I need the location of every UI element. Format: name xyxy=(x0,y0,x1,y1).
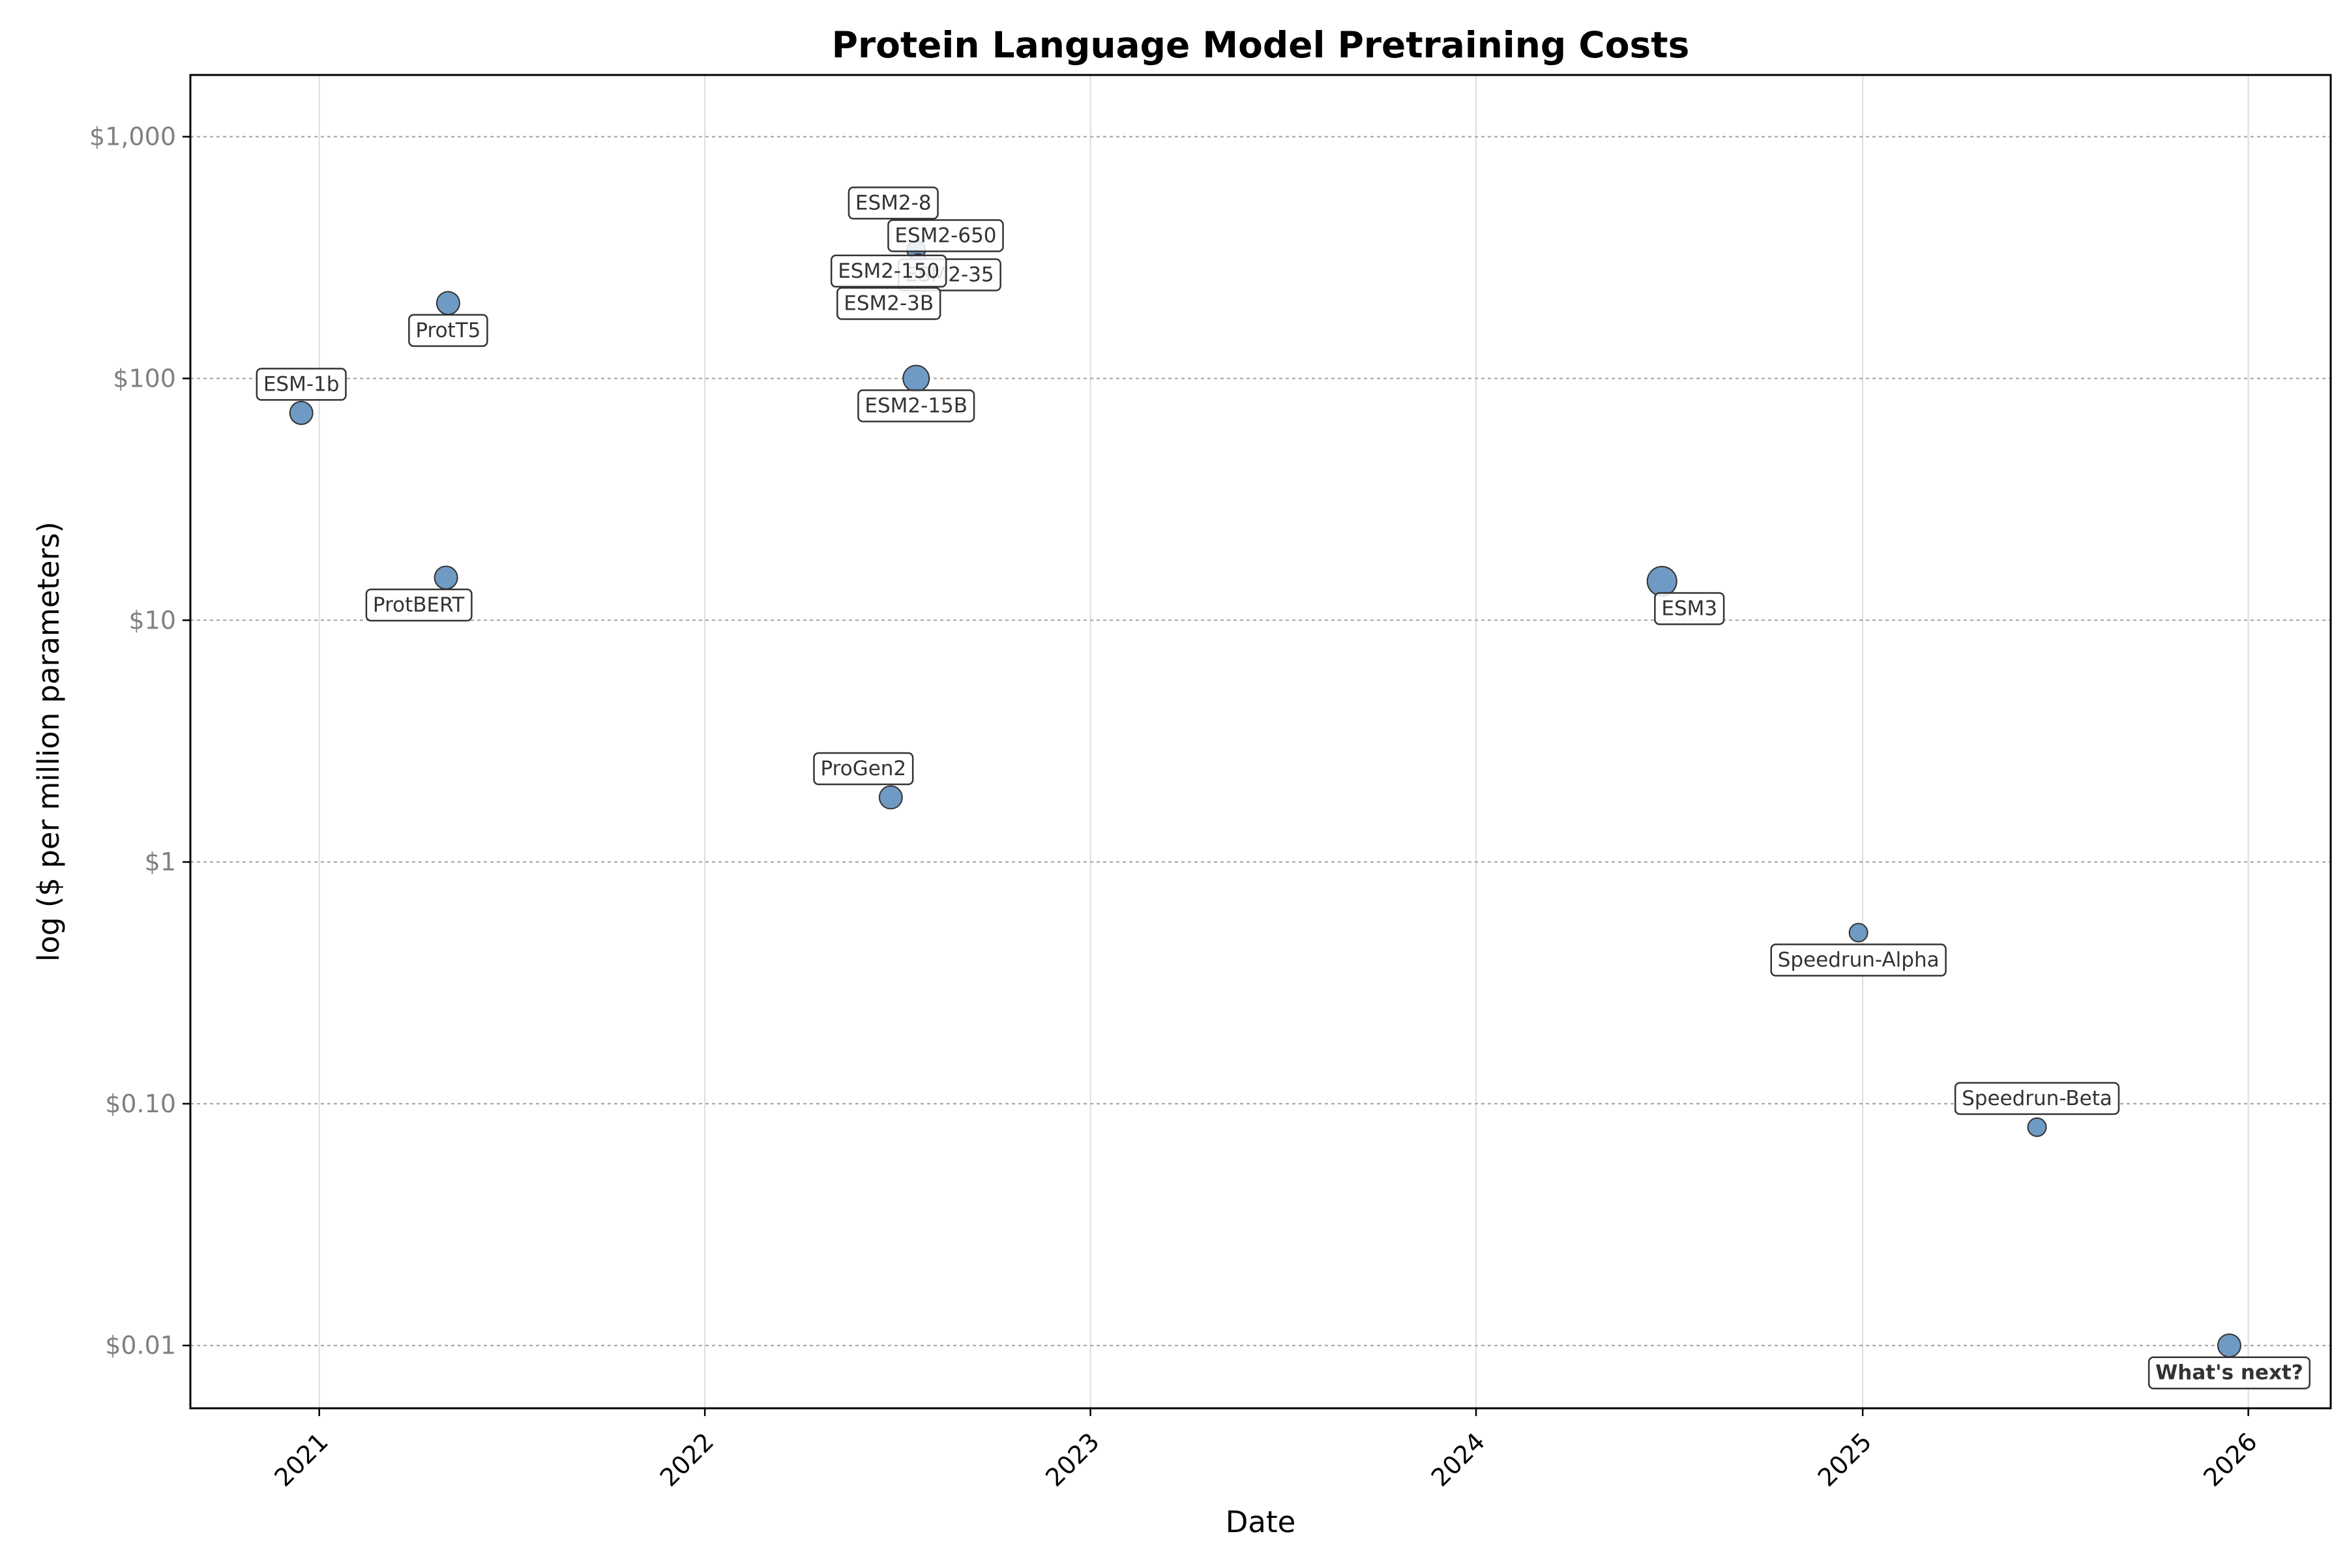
label-box xyxy=(830,254,947,288)
label-box xyxy=(256,368,347,401)
chart-title: Protein Language Model Pretraining Costs xyxy=(832,24,1690,66)
label-text: What's next? xyxy=(2155,1361,2303,1385)
point-label-esm-1b: ESM-1b xyxy=(256,368,347,401)
point-label-esm2-8: ESM2-8 xyxy=(848,186,939,220)
data-point-esm2-15b xyxy=(902,364,930,392)
data-point-speedrun-beta xyxy=(2027,1117,2047,1137)
grid-layer xyxy=(190,75,2331,1408)
point-label-esm2-3b: ESM2-3B xyxy=(836,287,941,320)
y-tick-label: $100 xyxy=(113,364,176,392)
y-tick-label: $1,000 xyxy=(89,123,176,151)
label-box xyxy=(848,186,939,220)
data-point-esm3 xyxy=(1646,565,1677,597)
data-point-protbert xyxy=(434,565,458,590)
data-point-speedrun-alpha xyxy=(1848,923,1868,943)
label-text: Speedrun-Beta xyxy=(1962,1087,2112,1110)
point-label-what-s-next: What's next? xyxy=(2148,1356,2311,1389)
y-tick-label: $0.10 xyxy=(105,1089,176,1118)
label-box xyxy=(813,752,914,786)
point-label-esm3: ESM3 xyxy=(1654,592,1725,625)
y-tick-label: $0.01 xyxy=(105,1331,176,1360)
label-box xyxy=(1654,592,1725,625)
point-label-protbert: ProtBERT xyxy=(365,588,473,622)
label-text: ESM2-650 xyxy=(894,224,996,248)
label-box xyxy=(2148,1356,2311,1389)
label-box xyxy=(1770,943,1947,977)
point-label-esm2-15b: ESM2-15B xyxy=(857,389,975,422)
point-label-speedrun-alpha: Speedrun-Alpha xyxy=(1770,943,1947,977)
data-point-esm-1b xyxy=(289,400,314,425)
label-box xyxy=(836,287,941,320)
y-tick-label: $1 xyxy=(145,848,176,876)
label-text: ESM-1b xyxy=(263,372,340,396)
data-point-prott5 xyxy=(435,291,460,316)
label-text: ESM2-3B xyxy=(844,292,934,316)
label-box xyxy=(365,588,473,622)
label-text: ESM3 xyxy=(1661,597,1717,620)
label-text: Speedrun-Alpha xyxy=(1778,949,1940,972)
data-point-progen2 xyxy=(878,785,903,810)
label-text: ESM2-15B xyxy=(864,394,967,417)
y-axis-label: log ($ per million parameters) xyxy=(31,522,66,962)
label-text: ProGen2 xyxy=(821,757,907,780)
point-label-speedrun-beta: Speedrun-Beta xyxy=(1954,1082,2120,1116)
plot-frame xyxy=(189,74,2332,1410)
x-axis-label: Date xyxy=(1226,1505,1296,1539)
label-box xyxy=(408,314,488,348)
label-text: ProtT5 xyxy=(415,319,480,342)
label-box xyxy=(887,219,1004,252)
point-label-esm2-150: ESM2-150 xyxy=(830,254,947,288)
point-label-esm2-650: ESM2-650 xyxy=(887,219,1004,252)
labels-layer: ESM-1b ProtT5 ProtBERT ProGen2 ESM2-8 ESM2-65… xyxy=(256,186,2311,1389)
label-box xyxy=(857,389,975,422)
label-text: ESM2-8 xyxy=(855,191,932,214)
data-point-what-s-next xyxy=(2217,1333,2241,1358)
point-label-progen2: ProGen2 xyxy=(813,752,914,786)
label-text: ESM2-150 xyxy=(838,259,939,283)
point-label-prott5: ProtT5 xyxy=(408,314,488,348)
y-tick-label: $10 xyxy=(128,606,176,634)
label-box xyxy=(1954,1082,2120,1116)
label-text: ProtBERT xyxy=(373,593,465,617)
